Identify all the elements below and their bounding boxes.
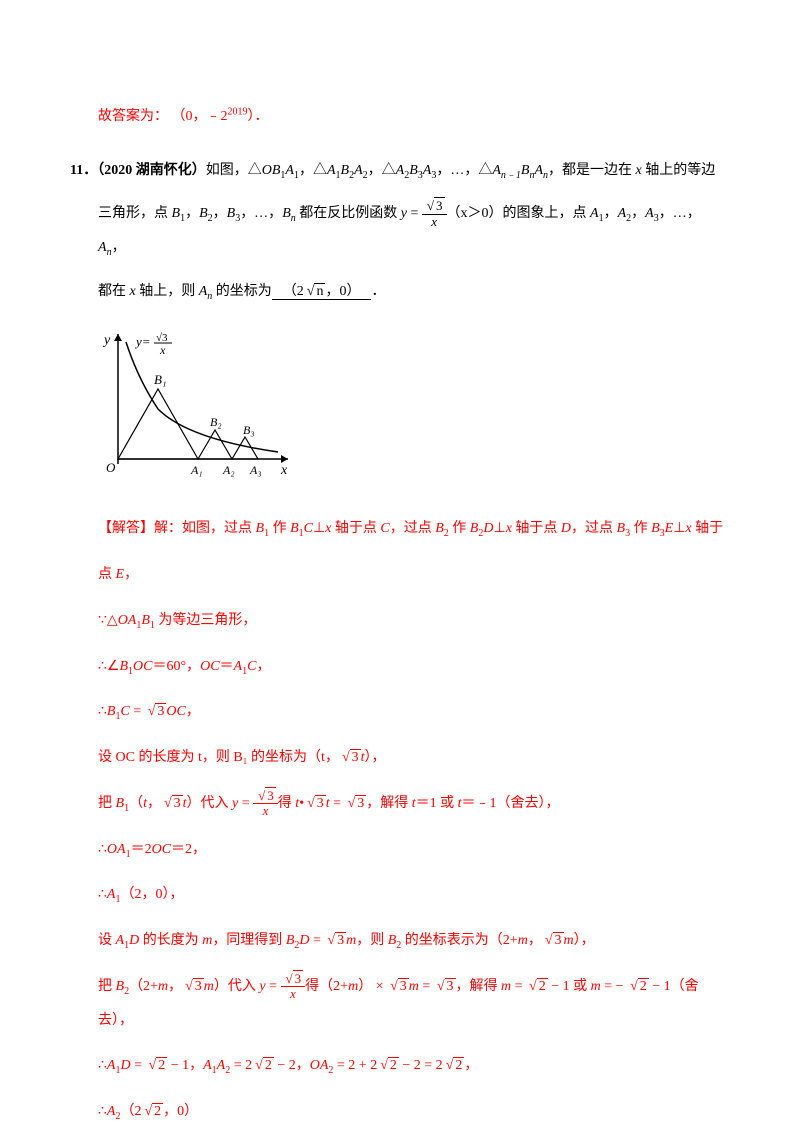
svg-text:A₂: A₂ [222,463,235,477]
solution-s9: 设 A1D 的长度为 m，同理得到 B2D = 3m，则 B2 的坐标表示为（2… [70,924,724,958]
svg-text:A₁: A₁ [190,463,203,477]
fraction-sqrt3-x: 3x [422,199,447,229]
prev-answer: 故答案为： （0，﹣22019）． [70,100,724,134]
prev-answer-value: （0，﹣22019）． [172,109,269,124]
solution-line1b: 点 E， [70,558,724,592]
graph-svg: y y= √3 x B₁ B₂ B₃ O A₁ A₂ A₃ x [98,324,298,484]
svg-text:B₃: B₃ [243,423,255,437]
problem-number: 11． [70,163,97,178]
problem-11-line2: 三角形，点 B1，B2，B3，…，Bn 都在反比例函数 y = 3x（x＞0）的… [70,197,724,265]
svg-text:B₁: B₁ [154,372,166,387]
solution-s6: 把 B1（t，3t）代入 y = 3x得 t•3t = 3，解得 t＝1 或 t… [70,787,724,821]
solution-s11: ∴A1D = 2 − 1，A1A2 = 22 − 2，OA2 = 2 + 22 … [70,1049,724,1083]
solution-s4: ∴B1C = 3OC， [70,695,724,729]
problem-source: （2020 湖南怀化） [97,163,206,178]
svg-text:A₃: A₃ [249,463,262,477]
solution-s12: ∴A2（22，0） [70,1095,724,1129]
solution-header-line: 【解答】解：如图，过点 B1 作 B1C⊥x 轴于点 C，过点 B2 作 B2D… [70,512,724,546]
svg-text:x: x [280,463,288,478]
solution-s5: 设 OC 的长度为 t，则 B₁ 的坐标为（t，3t）， [70,741,724,775]
solution-header: 【解答】 [98,521,154,536]
prev-answer-prefix: 故答案为： [98,109,168,124]
answer-blank: （2n，0） [272,284,372,300]
svg-text:y=: y= [134,334,151,349]
problem-11: 11．（2020 湖南怀化）如图，△OB1A1，△A1B2A2，△A2B3A3，… [70,154,724,188]
svg-text:B₂: B₂ [210,415,222,429]
solution-s3: ∴∠B1OC＝60°，OC＝A1C， [70,650,724,684]
svg-text:O: O [106,460,116,475]
solution-s7: ∴OA1＝2OC＝2， [70,833,724,867]
svg-text:y: y [102,333,111,348]
problem-11-line3: 都在 x 轴上，则 An 的坐标为 （2n，0） ． [70,275,724,309]
figure-graph: y y= √3 x B₁ B₂ B₃ O A₁ A₂ A₃ x [98,324,724,498]
solution-s8: ∴A1（2，0）， [70,878,724,912]
svg-text:x: x [159,343,166,357]
solution-s2: ∵△OA1B1 为等边三角形， [70,604,724,638]
solution-s10: 把 B2（2+m，3m）代入 y = 3x得（2+m） × 3m = 3，解得 … [70,970,724,1037]
